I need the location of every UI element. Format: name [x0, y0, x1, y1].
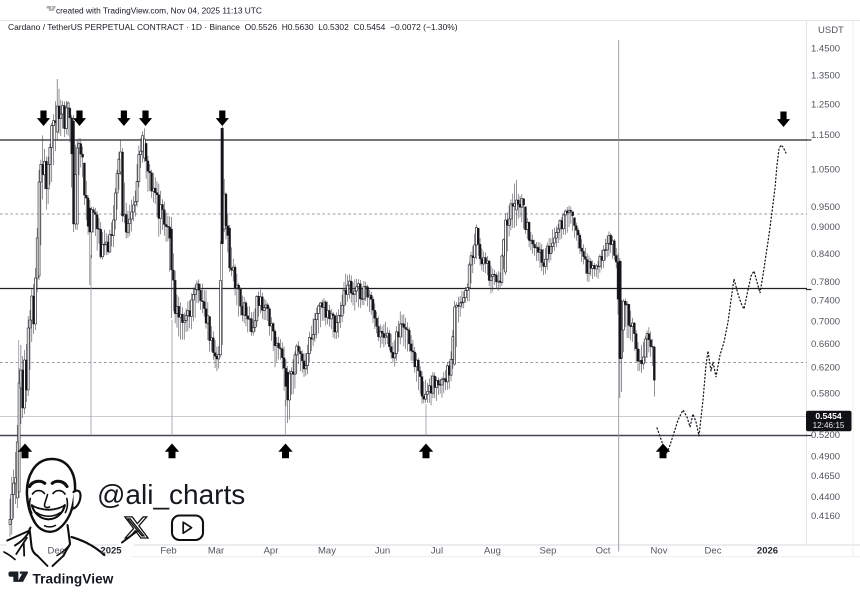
svg-text:2026: 2026	[757, 546, 778, 557]
svg-text:Jul: Jul	[431, 546, 443, 557]
svg-text:0.5800: 0.5800	[811, 389, 840, 400]
svg-text:Sep: Sep	[540, 546, 557, 557]
svg-text:0.6600: 0.6600	[811, 339, 840, 350]
svg-text:0.8400: 0.8400	[811, 249, 840, 260]
svg-text:Apr: Apr	[264, 546, 279, 557]
svg-text:May: May	[318, 546, 336, 557]
svg-text:Cardano / TetherUS PERPETUAL C: Cardano / TetherUS PERPETUAL CONTRACT · …	[8, 22, 458, 32]
svg-text:0.9000: 0.9000	[811, 222, 840, 233]
svg-text:Dec: Dec	[48, 546, 65, 557]
svg-text:created with TradingView.com,: created with TradingView.com, Nov 04, 20…	[56, 6, 262, 16]
svg-text:0.5454: 0.5454	[815, 411, 842, 421]
svg-text:0.9500: 0.9500	[811, 202, 840, 213]
svg-text:Jun: Jun	[375, 546, 390, 557]
svg-text:USDT: USDT	[818, 25, 844, 36]
svg-text:0.4650: 0.4650	[811, 471, 840, 482]
svg-text:0.7800: 0.7800	[811, 277, 840, 288]
svg-text:1.0500: 1.0500	[811, 164, 840, 175]
svg-text:0.5200: 0.5200	[811, 430, 840, 441]
svg-text:1.4500: 1.4500	[811, 43, 840, 54]
svg-text:0.7400: 0.7400	[811, 295, 840, 306]
svg-text:12:46:15: 12:46:15	[813, 421, 845, 430]
svg-text:1.1500: 1.1500	[811, 130, 840, 141]
svg-text:0.4160: 0.4160	[811, 511, 840, 522]
svg-text:Aug: Aug	[484, 546, 501, 557]
svg-text:@ali_charts: @ali_charts	[97, 479, 245, 510]
svg-text:1.3500: 1.3500	[811, 70, 840, 81]
svg-text:2025: 2025	[100, 546, 122, 557]
svg-text:0.7000: 0.7000	[811, 316, 840, 327]
svg-text:TradingView: TradingView	[33, 572, 114, 587]
svg-text:Mar: Mar	[208, 546, 224, 557]
svg-text:Nov: Nov	[651, 546, 668, 557]
svg-text:0.6200: 0.6200	[811, 363, 840, 374]
svg-text:1.2500: 1.2500	[811, 99, 840, 110]
svg-text:Dec: Dec	[705, 546, 722, 557]
svg-text:0.4900: 0.4900	[811, 451, 840, 462]
svg-text:Feb: Feb	[160, 546, 176, 557]
svg-text:Oct: Oct	[596, 546, 611, 557]
svg-text:0.4400: 0.4400	[811, 492, 840, 503]
